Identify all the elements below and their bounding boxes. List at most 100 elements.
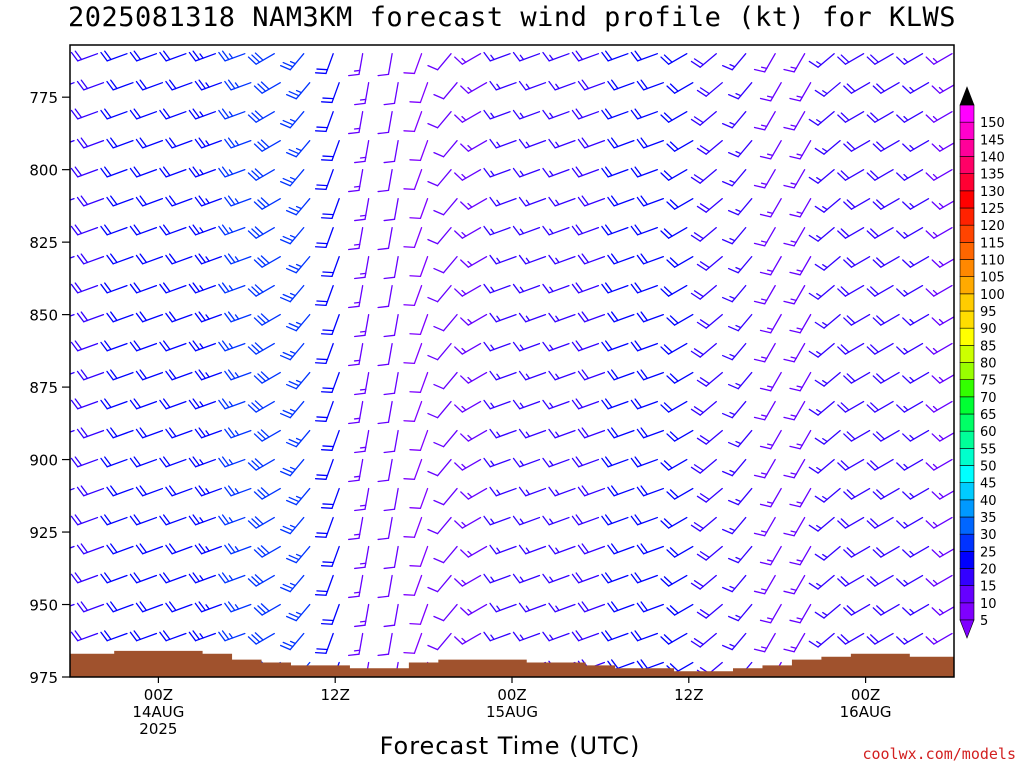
barb-staff bbox=[261, 198, 281, 210]
colorbar-label: 150 bbox=[980, 116, 1005, 131]
barb-staff bbox=[764, 169, 776, 189]
barb-feather bbox=[783, 358, 795, 363]
barb-feather bbox=[279, 412, 291, 419]
barb-feather bbox=[135, 602, 144, 613]
wind-barb bbox=[518, 428, 547, 439]
wind-barb bbox=[100, 108, 128, 120]
wind-barb bbox=[630, 630, 658, 642]
barb-half-feather bbox=[359, 98, 367, 101]
barb-staff bbox=[419, 429, 429, 451]
wind-barb bbox=[135, 195, 164, 207]
barb-staff bbox=[358, 342, 364, 365]
barb-staff bbox=[200, 255, 222, 265]
barb-half-feather bbox=[55, 374, 58, 378]
barb-feather bbox=[76, 196, 85, 207]
barb-feather bbox=[693, 464, 704, 472]
barb-feather bbox=[377, 363, 390, 367]
wind-barb bbox=[542, 225, 570, 236]
barb-feather bbox=[634, 50, 643, 61]
wind-barb bbox=[100, 282, 128, 294]
wind-barb bbox=[872, 487, 900, 500]
barb-feather bbox=[188, 51, 197, 62]
barb-feather bbox=[634, 340, 643, 351]
wind-barb bbox=[896, 400, 924, 413]
barb-staff bbox=[194, 111, 216, 120]
barb-feather bbox=[48, 429, 54, 437]
barb-feather bbox=[789, 387, 801, 392]
credit-text: coolwx.com/models bbox=[862, 745, 1016, 763]
wind-barb bbox=[548, 602, 576, 613]
barb-feather bbox=[165, 80, 173, 91]
wind-barb bbox=[896, 284, 924, 297]
barb-feather bbox=[696, 553, 707, 561]
barb-feather bbox=[846, 489, 856, 498]
barb-staff bbox=[764, 226, 776, 247]
barb-staff bbox=[844, 284, 865, 297]
barb-feather bbox=[165, 312, 173, 323]
colorbar-swatch bbox=[959, 121, 975, 140]
barb-feather bbox=[254, 52, 264, 61]
wind-barb bbox=[808, 226, 835, 242]
barb-feather bbox=[282, 235, 294, 242]
colorbar-swatch bbox=[959, 173, 975, 192]
barb-feather bbox=[254, 226, 264, 235]
barb-feather bbox=[666, 317, 676, 326]
barb-feather bbox=[76, 544, 85, 555]
wind-barb bbox=[902, 545, 930, 558]
barb-feather bbox=[192, 572, 201, 582]
colorbar-swatch bbox=[959, 259, 975, 277]
barb-staff bbox=[770, 313, 782, 334]
barb-feather bbox=[314, 420, 327, 422]
barb-feather bbox=[42, 284, 48, 292]
barb-half-feather bbox=[932, 579, 938, 585]
wind-barb bbox=[383, 313, 399, 338]
barb-staff bbox=[194, 226, 216, 236]
barb-feather bbox=[663, 170, 673, 179]
barb-half-feather bbox=[289, 292, 297, 297]
barb-staff bbox=[495, 140, 517, 149]
wind-barb bbox=[512, 399, 541, 410]
wind-barb bbox=[460, 603, 488, 616]
barb-feather bbox=[165, 138, 173, 149]
barb-half-feather bbox=[729, 527, 736, 532]
wind-barb bbox=[106, 485, 134, 497]
barb-feather bbox=[483, 457, 491, 468]
wind-barb bbox=[253, 487, 281, 500]
barb-feather bbox=[931, 491, 941, 500]
barb-feather bbox=[837, 56, 847, 65]
barb-feather bbox=[188, 515, 197, 526]
barb-staff bbox=[817, 53, 835, 68]
barb-staff bbox=[331, 603, 340, 625]
wind-barb bbox=[577, 601, 606, 613]
barb-staff bbox=[667, 458, 688, 471]
wind-barb bbox=[872, 198, 900, 210]
barb-staff bbox=[413, 516, 423, 538]
wind-barb bbox=[571, 514, 600, 526]
wind-barb bbox=[433, 140, 458, 158]
colorbar-swatch bbox=[959, 551, 975, 569]
barb-feather bbox=[198, 253, 207, 264]
barb-feather bbox=[224, 312, 232, 323]
y-tick-label: 850 bbox=[29, 307, 58, 325]
wind-barb bbox=[348, 53, 364, 77]
barb-feather bbox=[636, 486, 645, 497]
wind-barb bbox=[727, 255, 753, 274]
barb-feather bbox=[354, 624, 366, 628]
barb-half-feather bbox=[359, 330, 367, 333]
barb-staff bbox=[764, 53, 776, 73]
y-tick-label: 900 bbox=[29, 452, 58, 470]
wind-barb bbox=[159, 572, 187, 584]
barb-staff bbox=[799, 140, 812, 160]
wind-barb bbox=[354, 429, 370, 454]
barb-feather bbox=[666, 491, 676, 500]
barb-staff bbox=[436, 400, 452, 419]
barb-feather bbox=[251, 228, 261, 237]
barb-feather bbox=[320, 159, 333, 162]
wind-barb bbox=[483, 573, 511, 584]
barb-feather bbox=[721, 528, 733, 535]
barb-staff bbox=[364, 82, 370, 105]
barb-feather bbox=[288, 380, 300, 387]
barb-staff bbox=[933, 53, 953, 65]
barb-feather bbox=[696, 263, 707, 271]
wind-barb bbox=[548, 312, 576, 323]
